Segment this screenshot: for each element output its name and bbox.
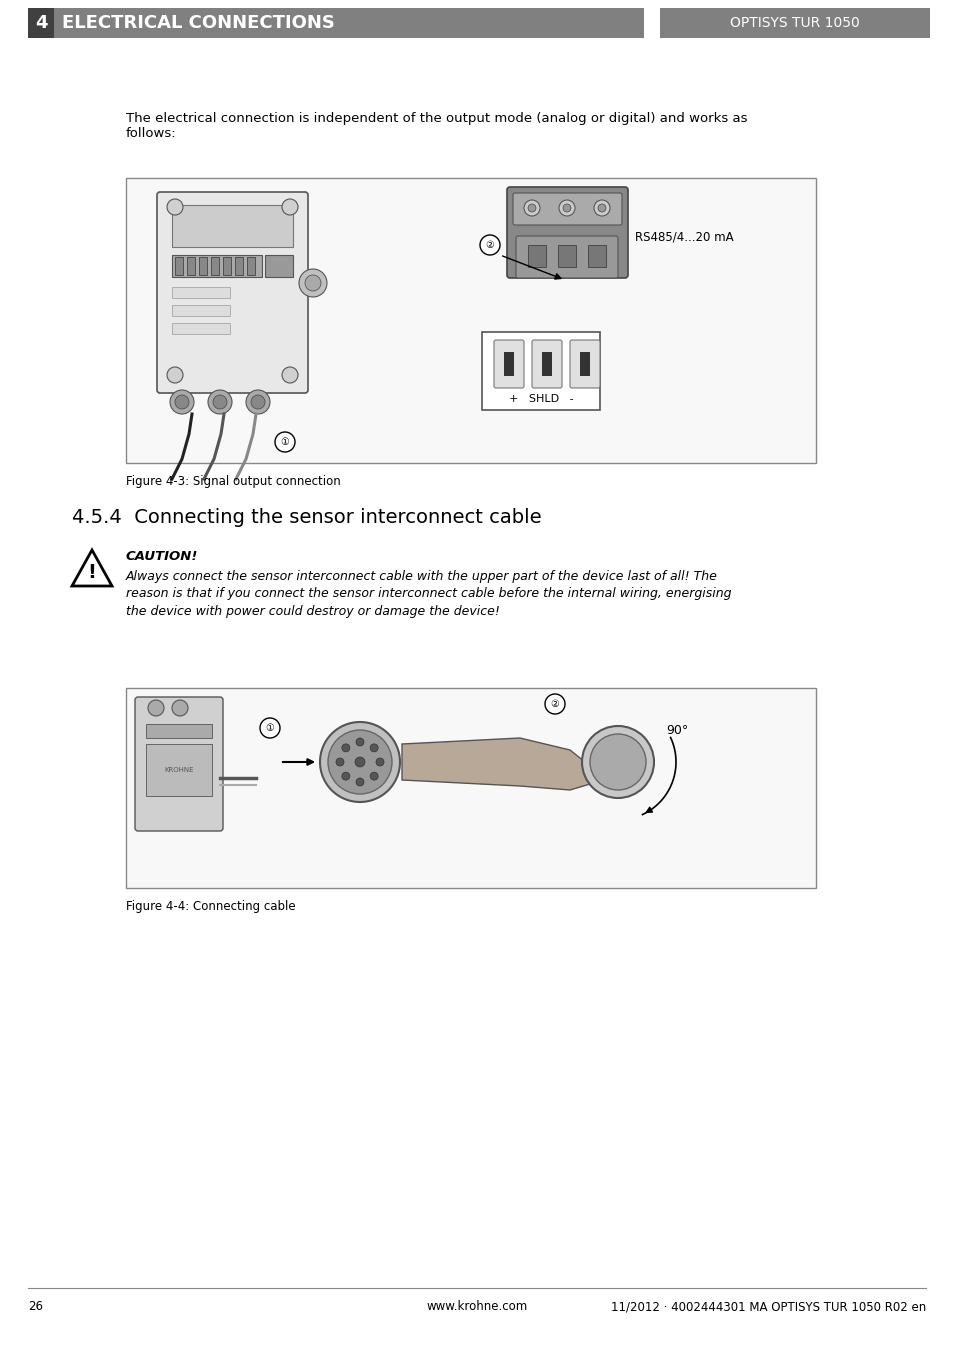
FancyBboxPatch shape — [481, 332, 599, 410]
FancyBboxPatch shape — [494, 340, 523, 387]
Bar — [174, 256, 183, 275]
Circle shape — [581, 726, 654, 798]
Text: OPTISYS TUR 1050: OPTISYS TUR 1050 — [729, 16, 859, 30]
Circle shape — [148, 701, 164, 716]
Circle shape — [260, 718, 280, 738]
Bar — [527, 244, 545, 267]
Circle shape — [167, 198, 183, 215]
FancyBboxPatch shape — [513, 193, 621, 225]
Circle shape — [370, 744, 377, 752]
Text: Figure 4-4: Connecting cable: Figure 4-4: Connecting cable — [126, 900, 295, 913]
FancyBboxPatch shape — [516, 236, 618, 278]
Bar — [211, 256, 219, 275]
Circle shape — [319, 722, 399, 802]
Circle shape — [355, 757, 365, 767]
Bar — [172, 305, 230, 316]
Bar — [146, 724, 212, 738]
Text: www.krohne.com: www.krohne.com — [426, 1300, 527, 1314]
Text: 4.5.4  Connecting the sensor interconnect cable: 4.5.4 Connecting the sensor interconnect… — [71, 508, 541, 526]
FancyBboxPatch shape — [54, 8, 643, 38]
Circle shape — [375, 757, 384, 765]
Circle shape — [282, 367, 297, 383]
Circle shape — [167, 367, 183, 383]
Circle shape — [298, 269, 327, 297]
Circle shape — [274, 432, 294, 452]
Text: 11/2012 · 4002444301 MA OPTISYS TUR 1050 R02 en: 11/2012 · 4002444301 MA OPTISYS TUR 1050… — [610, 1300, 925, 1314]
Text: +   SHLD   -: + SHLD - — [508, 394, 573, 404]
Bar — [172, 288, 230, 298]
Circle shape — [282, 198, 297, 215]
Text: !: ! — [88, 563, 96, 582]
Bar — [223, 256, 231, 275]
Text: ①: ① — [265, 724, 274, 733]
Circle shape — [594, 200, 609, 216]
FancyBboxPatch shape — [506, 188, 627, 278]
Circle shape — [341, 772, 350, 780]
Circle shape — [213, 396, 227, 409]
Text: RS485/4...20 mA: RS485/4...20 mA — [635, 231, 733, 243]
Bar — [187, 256, 194, 275]
Circle shape — [328, 730, 392, 794]
Polygon shape — [401, 738, 589, 790]
Text: 26: 26 — [28, 1300, 43, 1314]
FancyBboxPatch shape — [157, 192, 308, 393]
Circle shape — [208, 390, 232, 414]
Circle shape — [246, 390, 270, 414]
FancyBboxPatch shape — [532, 340, 561, 387]
Text: ELECTRICAL CONNECTIONS: ELECTRICAL CONNECTIONS — [62, 14, 335, 32]
Bar — [199, 256, 207, 275]
Text: ②: ② — [485, 240, 494, 250]
Circle shape — [589, 734, 645, 790]
Text: ②: ② — [550, 699, 558, 709]
Text: Figure 4-3: Signal output connection: Figure 4-3: Signal output connection — [126, 475, 340, 487]
Circle shape — [355, 778, 364, 786]
Circle shape — [355, 738, 364, 747]
FancyBboxPatch shape — [172, 205, 293, 247]
Circle shape — [251, 396, 265, 409]
Circle shape — [172, 701, 188, 716]
Circle shape — [523, 200, 539, 216]
Text: Always connect the sensor interconnect cable with the upper part of the device l: Always connect the sensor interconnect c… — [126, 570, 731, 618]
Circle shape — [544, 694, 564, 714]
Circle shape — [174, 396, 189, 409]
Text: ①: ① — [280, 437, 289, 447]
FancyBboxPatch shape — [265, 255, 293, 277]
FancyBboxPatch shape — [28, 8, 54, 38]
Text: 90°: 90° — [665, 724, 687, 737]
Polygon shape — [71, 549, 112, 586]
Circle shape — [562, 204, 571, 212]
FancyBboxPatch shape — [126, 178, 815, 463]
Bar — [503, 352, 514, 377]
Bar — [172, 323, 230, 333]
Circle shape — [341, 744, 350, 752]
Circle shape — [598, 204, 605, 212]
FancyBboxPatch shape — [135, 697, 223, 832]
Text: The electrical connection is independent of the output mode (analog or digital) : The electrical connection is independent… — [126, 112, 747, 140]
Circle shape — [335, 757, 344, 765]
FancyBboxPatch shape — [569, 340, 599, 387]
Bar — [234, 256, 243, 275]
FancyBboxPatch shape — [172, 255, 262, 277]
FancyBboxPatch shape — [126, 688, 815, 888]
Circle shape — [558, 200, 575, 216]
Text: 4: 4 — [34, 14, 48, 32]
Circle shape — [170, 390, 193, 414]
Circle shape — [527, 204, 536, 212]
Text: KROHNE: KROHNE — [164, 767, 193, 774]
Circle shape — [479, 235, 499, 255]
Bar — [146, 744, 212, 796]
Text: CAUTION!: CAUTION! — [126, 549, 198, 563]
Bar — [247, 256, 254, 275]
Bar — [558, 244, 576, 267]
Bar — [579, 352, 589, 377]
FancyBboxPatch shape — [659, 8, 929, 38]
Circle shape — [370, 772, 377, 780]
Bar — [541, 352, 552, 377]
Bar — [587, 244, 605, 267]
Circle shape — [305, 275, 320, 292]
